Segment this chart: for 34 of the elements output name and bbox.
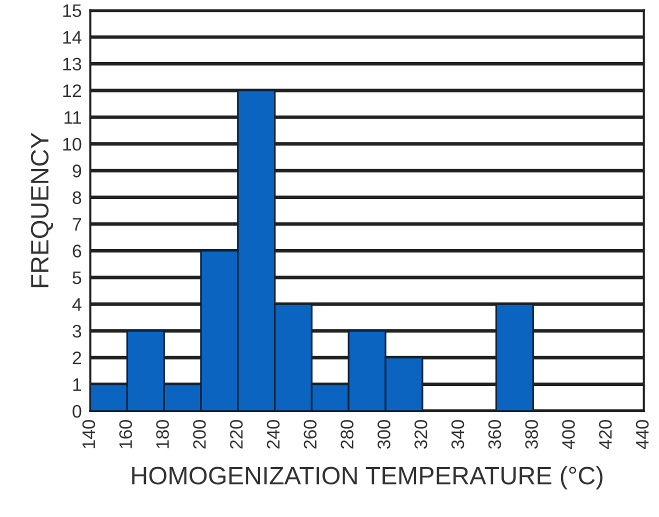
y-tick-label: 4 [72, 298, 82, 311]
y-tick-label: 6 [72, 244, 82, 258]
x-tick-label: 300 [378, 420, 390, 449]
x-tick-label: 400 [562, 420, 575, 450]
x-tick-label: 360 [488, 420, 502, 449]
y-tick-label: 14 [63, 31, 82, 44]
y-tick-label: 7 [72, 218, 82, 231]
x-tick-label: 320 [414, 420, 428, 449]
y-tick-label: 3 [72, 324, 82, 338]
y-tick-label: 1 [73, 378, 82, 391]
y-axis-title: FREQUENCY [30, 132, 54, 288]
x-tick-label: 240 [266, 420, 280, 449]
x-tick-label: 340 [451, 420, 464, 449]
x-tick-label: 380 [525, 420, 538, 449]
x-axis-title: HOMOGENIZATION TEMPERATURE (°C) [132, 466, 602, 490]
y-tick-label: 0 [72, 404, 82, 418]
y-tick-label: 15 [63, 4, 82, 18]
x-tick-label: 140 [82, 420, 96, 448]
y-tick-label: 13 [63, 58, 82, 70]
x-tick-label: 160 [119, 420, 132, 448]
y-tick-label: 12 [63, 84, 82, 98]
y-tick-label: 5 [72, 272, 82, 284]
x-tick-label: 260 [304, 420, 317, 449]
y-tick-label: 2 [72, 352, 82, 364]
y-tick-label: 9 [72, 164, 82, 178]
x-tick-label: 200 [193, 420, 206, 449]
x-tick-label: 280 [340, 420, 354, 449]
x-tick-label: 420 [599, 420, 612, 450]
y-tick-label: 11 [64, 111, 82, 124]
y-tick-label: 8 [72, 191, 82, 204]
x-tick-label: 180 [156, 420, 169, 448]
x-tick-label: 440 [636, 420, 649, 450]
y-tick-label: 10 [63, 138, 82, 151]
x-tick-label: 220 [230, 420, 243, 449]
